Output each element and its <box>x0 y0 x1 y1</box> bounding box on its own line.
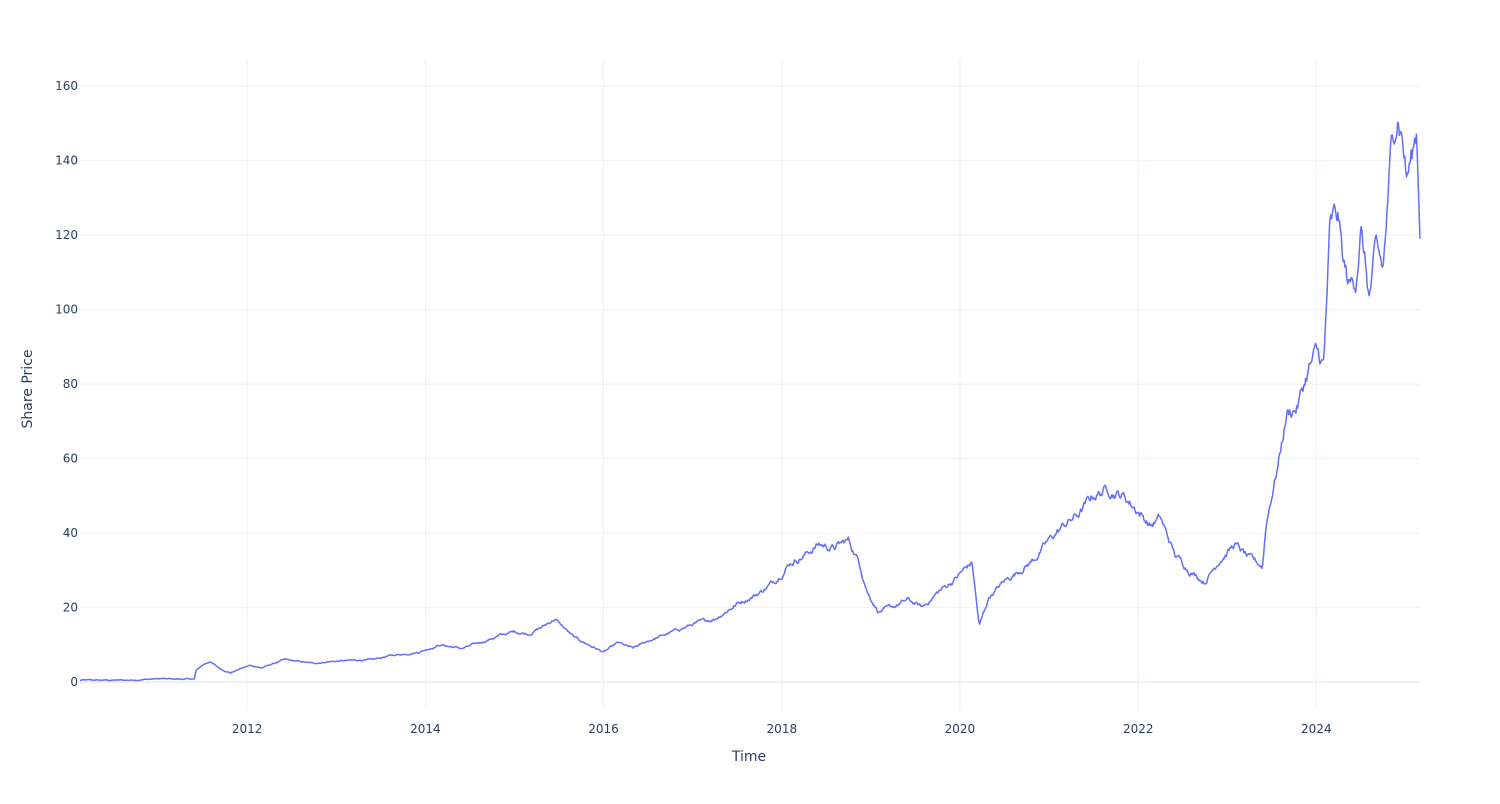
x-gridlines <box>246 60 1317 710</box>
y-tick-label-0: 0 <box>70 675 78 689</box>
series-layer <box>79 121 1421 682</box>
series-line-0 <box>79 121 1421 682</box>
x-tick-label-2012: 2012 <box>232 722 263 736</box>
x-tick-label-2018: 2018 <box>767 722 798 736</box>
x-tick-label-2024: 2024 <box>1301 722 1332 736</box>
x-tick-label-2016: 2016 <box>588 722 619 736</box>
x-axis-title: Time <box>731 749 766 765</box>
y-tick-label-20: 20 <box>63 601 78 615</box>
x-tick-label-2020: 2020 <box>945 722 976 736</box>
y-tick-label-40: 40 <box>63 526 78 540</box>
y-gridlines <box>80 85 1420 684</box>
y-tick-labels: 0 20 40 60 80 100 120 140 160 <box>55 79 78 689</box>
y-tick-label-60: 60 <box>63 452 78 466</box>
y-tick-label-100: 100 <box>55 303 78 317</box>
y-axis-title: Share Price <box>20 349 36 428</box>
x-tick-labels: 2012 2014 2016 2018 2020 2022 2024 <box>232 722 1332 736</box>
x-tick-label-2014: 2014 <box>410 722 441 736</box>
x-tick-label-2022: 2022 <box>1123 722 1154 736</box>
y-tick-label-120: 120 <box>55 228 78 242</box>
y-tick-label-140: 140 <box>55 154 78 168</box>
y-tick-label-80: 80 <box>63 377 78 391</box>
y-tick-label-160: 160 <box>55 79 78 93</box>
